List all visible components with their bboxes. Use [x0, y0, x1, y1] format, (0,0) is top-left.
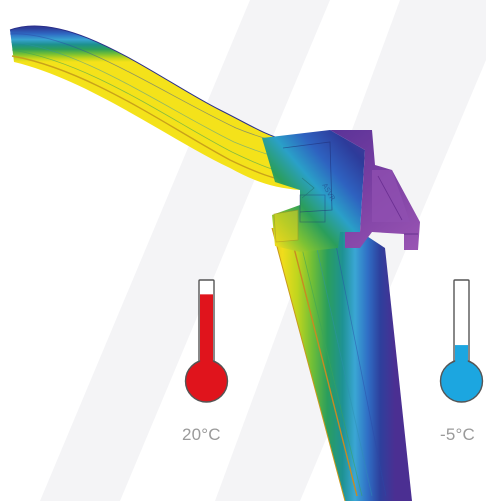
glazing-column — [271, 225, 412, 501]
outer-frame-profile — [330, 130, 420, 250]
warm-thermometer-fill — [200, 294, 213, 370]
junction-node: ASVR — [262, 130, 365, 252]
cold-temperature-label: -5°C — [440, 425, 475, 444]
roof-glazing-bar — [9, 25, 300, 190]
cold-thermometer — [439, 279, 484, 403]
warm-temperature-label: 20°C — [182, 425, 221, 444]
warm-thermometer — [184, 279, 229, 403]
